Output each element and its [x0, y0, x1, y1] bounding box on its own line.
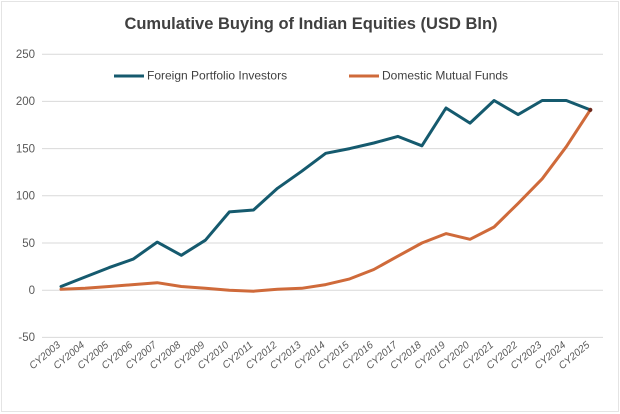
svg-text:50: 50 [22, 238, 35, 250]
svg-text:Foreign Portfolio Investors: Foreign Portfolio Investors [147, 69, 287, 83]
svg-text:200: 200 [16, 96, 35, 108]
svg-text:150: 150 [16, 143, 35, 155]
svg-text:0: 0 [29, 285, 35, 297]
svg-text:-50: -50 [18, 332, 35, 344]
svg-text:100: 100 [16, 191, 35, 203]
svg-text:250: 250 [16, 49, 35, 61]
svg-text:Domestic Mutual Funds: Domestic Mutual Funds [382, 69, 508, 83]
svg-text:Cumulative Buying of Indian Eq: Cumulative Buying of Indian Equities (US… [124, 15, 497, 33]
